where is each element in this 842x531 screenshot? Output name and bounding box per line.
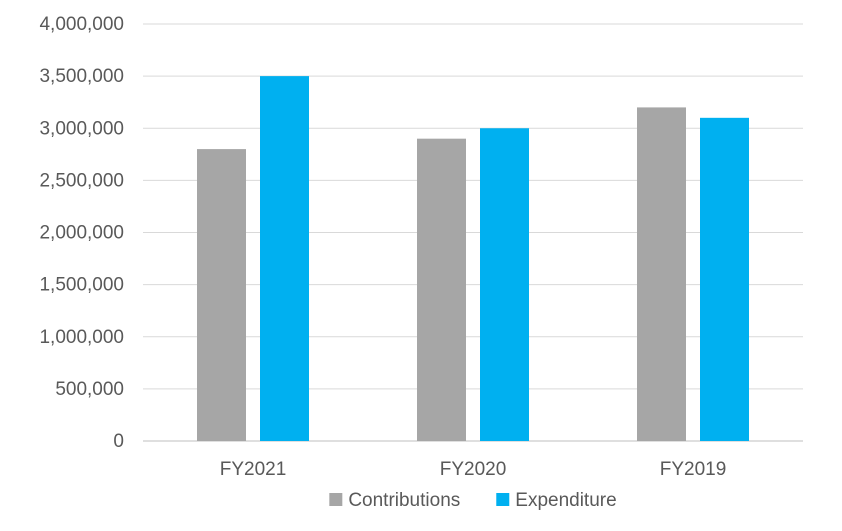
- y-tick-label: 2,500,000: [39, 170, 124, 191]
- y-tick-label: 3,000,000: [39, 118, 124, 139]
- x-category-label: FY2019: [660, 459, 727, 480]
- bar-contributions-fy2021: [197, 149, 246, 441]
- bar-expenditure-fy2019: [700, 117, 749, 441]
- x-axis-category-labels: FY2021 FY2020 FY2019: [220, 459, 727, 480]
- y-tick-label: 2,000,000: [39, 223, 124, 244]
- y-tick-label: 500,000: [55, 379, 124, 400]
- y-axis-tick-labels: 0 500,000 1,000,000 1,500,000 2,000,000 2,500…: [39, 14, 124, 452]
- y-tick-label: 1,500,000: [39, 275, 124, 296]
- legend-label-contributions: Contributions: [348, 490, 460, 511]
- legend-swatch-contributions: [329, 493, 343, 506]
- bar-expenditure-fy2020: [480, 128, 529, 441]
- y-tick-label: 1,000,000: [39, 327, 124, 348]
- x-category-label: FY2021: [220, 459, 287, 480]
- legend: Contributions Expenditure: [329, 490, 617, 511]
- legend-swatch-expenditure: [496, 493, 510, 506]
- legend-label-expenditure: Expenditure: [515, 490, 616, 511]
- x-category-label: FY2020: [440, 459, 507, 480]
- y-tick-label: 0: [113, 431, 124, 452]
- bar-expenditure-fy2021: [260, 76, 309, 441]
- y-tick-label: 3,500,000: [39, 66, 124, 87]
- bar-contributions-fy2020: [417, 138, 466, 442]
- bars: [197, 76, 749, 442]
- bar-contributions-fy2019: [637, 107, 686, 442]
- y-tick-label: 4,000,000: [39, 14, 124, 35]
- gridlines: [143, 23, 803, 442]
